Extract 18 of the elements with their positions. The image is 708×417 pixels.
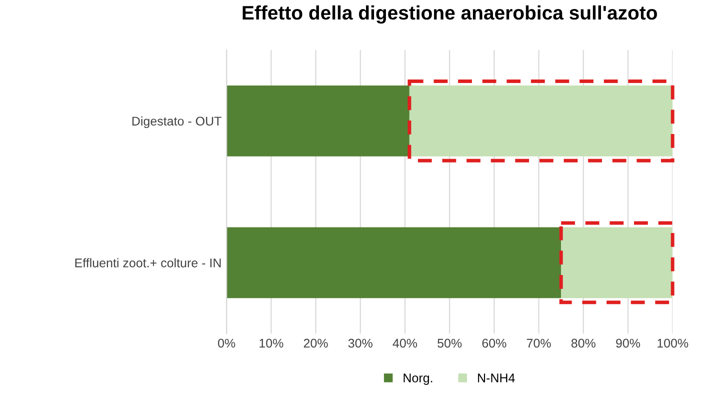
y-tick-label: Digestato - OUT (132, 116, 222, 128)
x-tick-label: 60% (482, 338, 506, 348)
x-tick-label: 0% (218, 338, 236, 348)
legend-label: Norg. (404, 374, 432, 385)
x-tick-label: 30% (348, 338, 372, 348)
x-tick-label: 90% (616, 338, 640, 348)
bar (226, 85, 410, 156)
chart-title: Effetto della digestione anaerobica sull'azoto (242, 5, 657, 24)
legend-label: N-NH4 (478, 374, 515, 382)
x-tick-label: 40% (392, 338, 418, 348)
bar (226, 227, 562, 298)
x-tick-label: 80% (571, 338, 596, 348)
x-tick-label: 20% (304, 338, 328, 348)
y-tick-label: Effluenti zoot.+ colture - IN (75, 258, 221, 268)
x-tick-label: 100% (658, 338, 688, 348)
x-tick-label: 50% (438, 338, 462, 348)
x-tick-label: 70% (526, 338, 551, 348)
x-tick-label: 10% (260, 338, 284, 348)
